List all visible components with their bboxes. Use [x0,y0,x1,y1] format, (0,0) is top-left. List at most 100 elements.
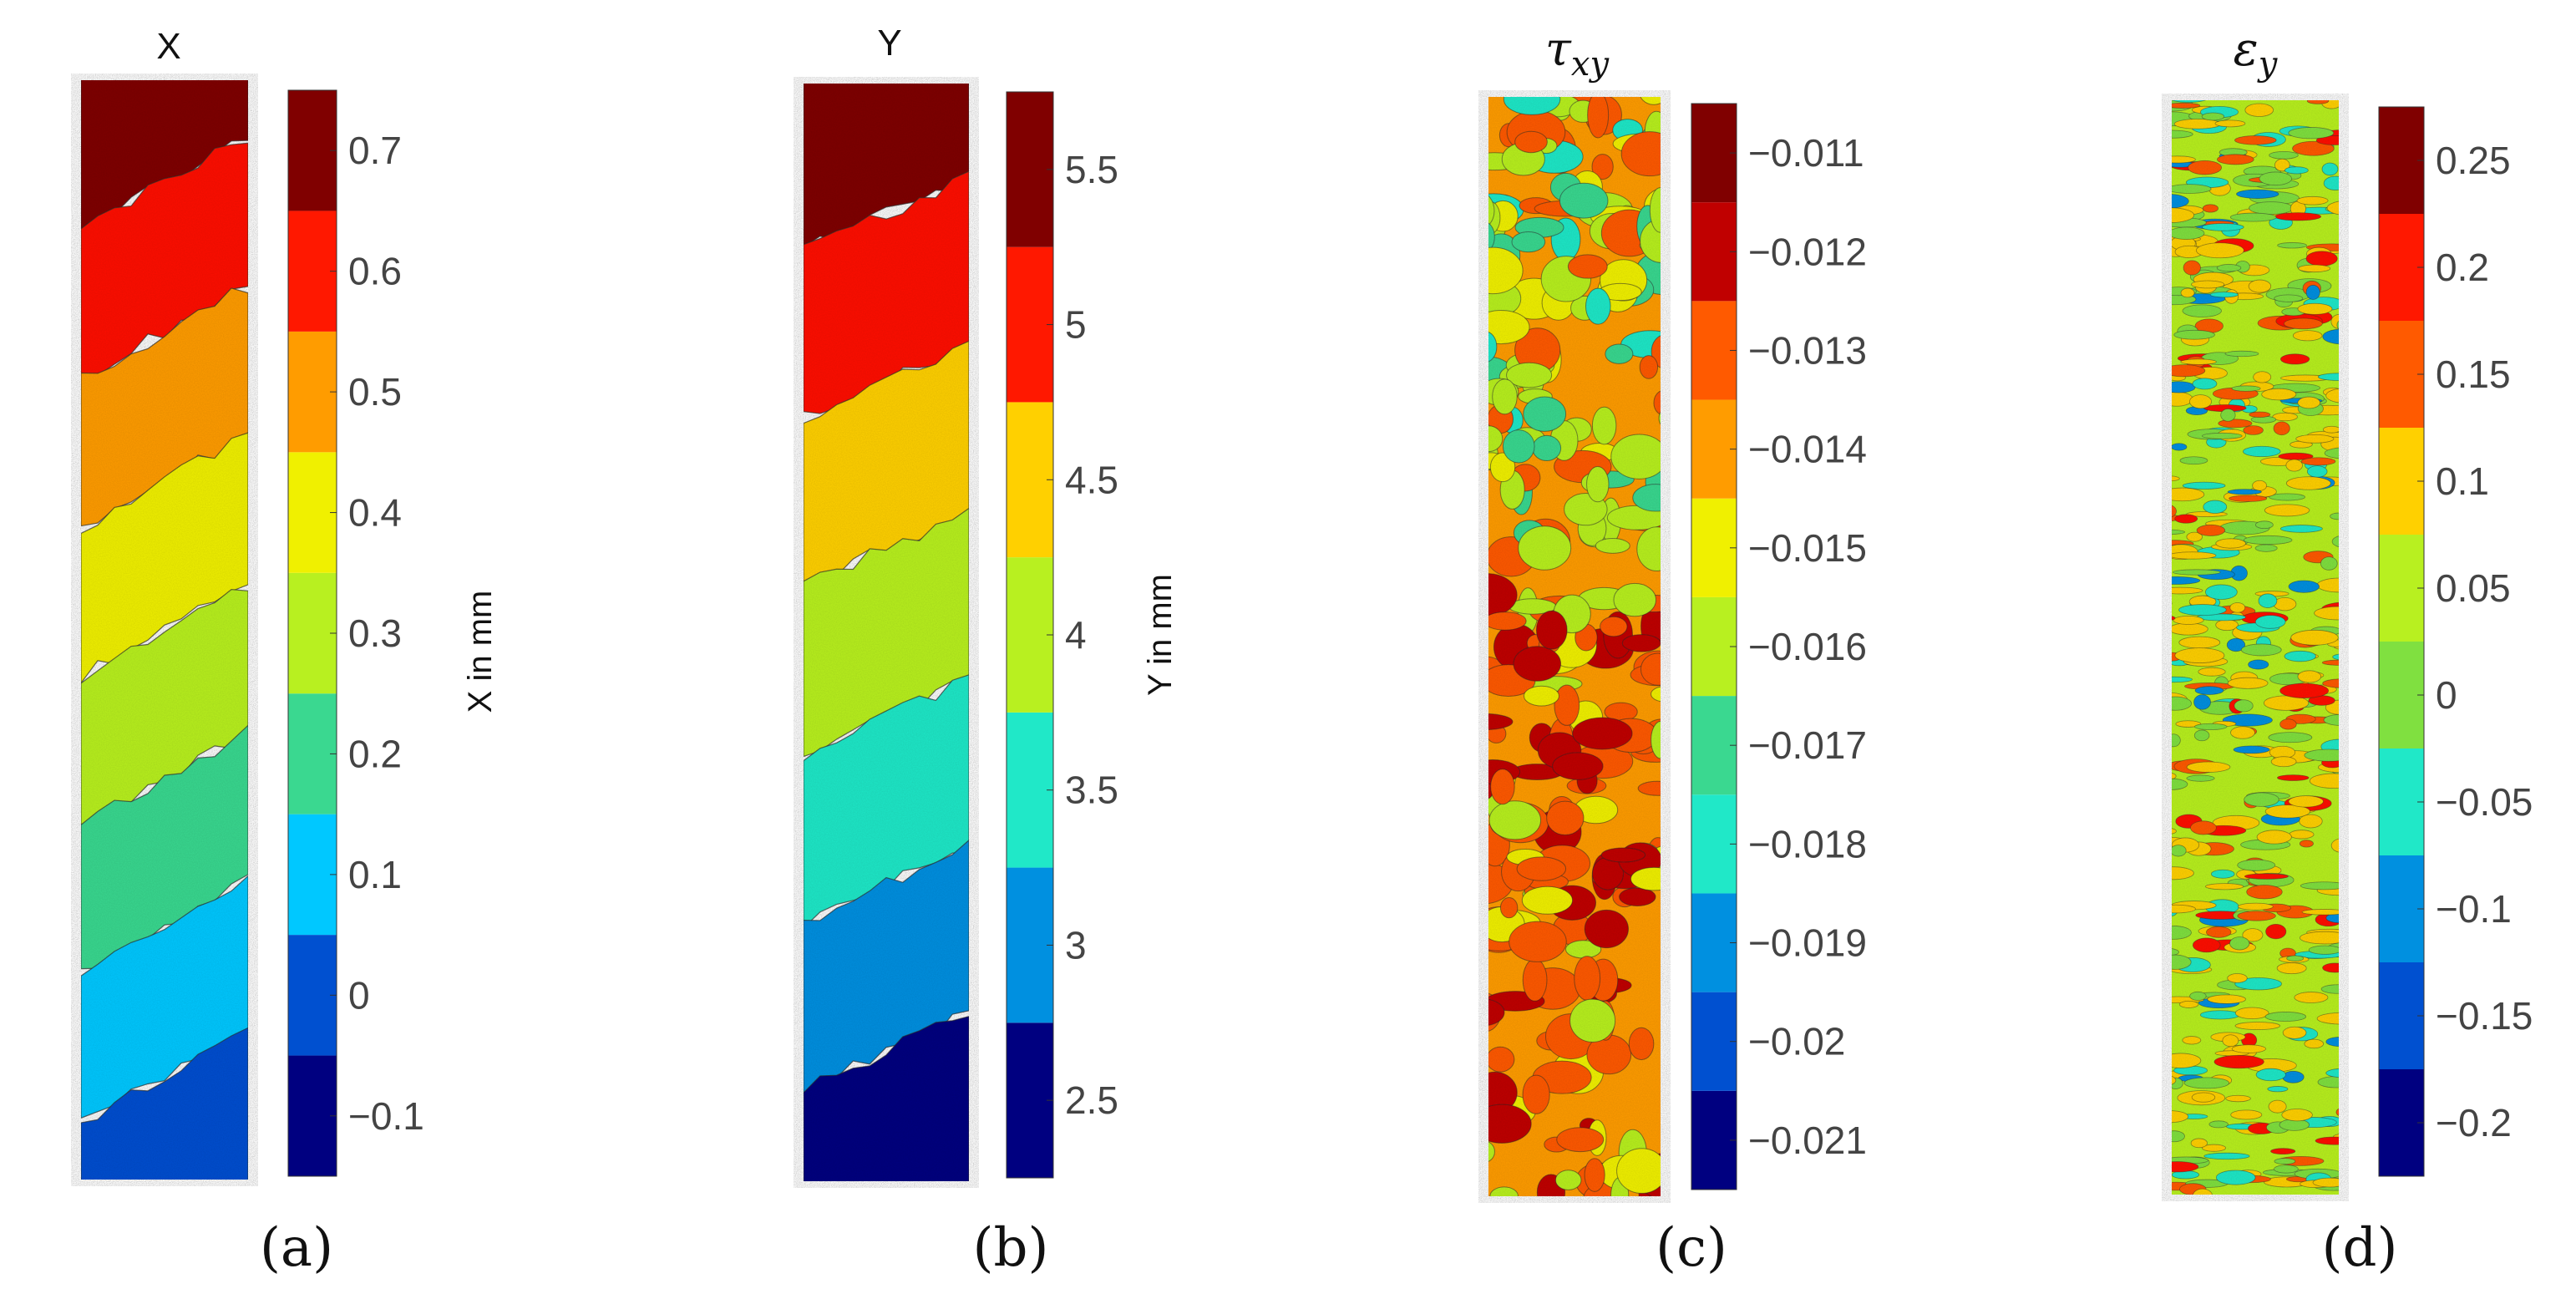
field-blob [1651,686,1661,703]
field-streak [2321,659,2339,666]
field-streak [2325,1037,2339,1048]
field-streak [2234,1007,2269,1020]
field-streak [2203,500,2228,514]
field-streak [2298,264,2331,273]
field-streak [2193,729,2210,742]
colorbar-segment [1691,696,1737,795]
colorbar-segment [1007,246,1053,403]
field-streak [2236,189,2279,199]
field-blob [1490,769,1515,805]
field-streak [2279,682,2330,699]
colorbar-segment [1007,402,1053,558]
field-streak [2209,292,2239,298]
field-streak [2173,329,2215,340]
field-streak [2253,371,2272,383]
field-blob [1488,713,1514,730]
field-blob [1523,396,1567,432]
field-streak [2201,1144,2226,1152]
field-streak [2297,302,2333,315]
field-streak [2300,881,2339,891]
colorbar-tick-label: 0.2 [2436,246,2489,289]
colorbar-segment [2379,642,2424,748]
field-streak [2237,859,2276,871]
field-streak [2279,525,2323,533]
colorbar-tick-label: 0.05 [2436,566,2511,610]
field-blob [1554,1170,1582,1190]
field-streak [2296,195,2329,206]
field-streak [2172,129,2193,139]
colorbar-segment [288,814,337,936]
field-streak [2276,774,2310,781]
field-blob [1488,611,1527,631]
field-blob [1518,525,1572,571]
field-streak [2229,212,2277,222]
panel-d-specimen [2162,94,2349,1201]
field-blob [1521,885,1574,915]
field-streak [2172,207,2195,223]
field-streak [2237,911,2276,921]
field-streak [2172,1075,2177,1085]
field-streak [2182,304,2222,317]
panel-d: εy −0.2 −0.15 −0.1 −0.05 0 0.05 0.1 0.15 0.2 0.25… [2162,23,2533,1279]
panel-c: τxy −0.021−0.02−0.019−0.018−0.017−0.016−… [1478,23,1867,1279]
field-blob [1620,131,1661,177]
field-blob [1649,187,1661,233]
field-blob [1616,1148,1661,1195]
field-streak [2202,204,2219,213]
panel-a-label: (a) [260,1217,333,1279]
field-streak [2172,676,2193,683]
field-streak [2301,909,2339,916]
contour-band [804,340,969,593]
field-streak [2255,1068,2286,1082]
field-streak [2172,773,2177,780]
field-streak [2172,184,2212,194]
field-streak [2216,154,2254,165]
field-blob [1574,956,1601,1001]
field-streak [2254,615,2286,629]
field-streak [2172,364,2206,378]
field-streak [2172,505,2177,518]
field-streak [2172,529,2186,535]
field-streak [2274,158,2290,172]
field-streak [2192,378,2218,390]
contour-band [81,287,248,527]
field-streak [2299,814,2323,829]
field-blob [1535,610,1568,650]
field-blob [1585,287,1611,325]
field-blob [1605,343,1634,364]
field-streak [2173,615,2204,625]
field-streak [2172,194,2189,209]
colorbar-tick-label: 5.5 [1065,148,1118,191]
colorbar-segment [2379,962,2424,1069]
colorbar-segment [1007,867,1053,1023]
field-streak [2274,1165,2299,1174]
field-blob [1621,634,1661,652]
colorbar-segment [2379,107,2424,214]
colorbar-tick-label: 3.5 [1065,769,1118,812]
field-streak [2179,456,2208,465]
contour-band [804,674,969,929]
field-streak [2330,512,2339,520]
field-blob [1554,684,1580,726]
field-streak [2276,962,2307,975]
field-streak [2300,931,2339,945]
field-streak [2186,761,2231,773]
field-streak [2216,264,2242,272]
field-streak [2335,1108,2339,1117]
field-blob [1651,720,1661,759]
field-streak [2172,100,2207,103]
field-streak [2242,445,2281,458]
field-streak [2314,606,2339,621]
field-streak [2207,994,2246,1004]
field-streak [2173,569,2221,576]
field-blob [1632,484,1661,512]
panel-d-label: (d) [2322,1217,2398,1279]
field-streak [2267,1086,2289,1093]
field-streak [2188,160,2223,175]
field-streak [2191,280,2225,289]
colorbar-segment [1691,1090,1737,1190]
colorbar-segment [288,90,337,211]
field-streak [2274,1158,2296,1165]
field-blob [1502,429,1535,464]
